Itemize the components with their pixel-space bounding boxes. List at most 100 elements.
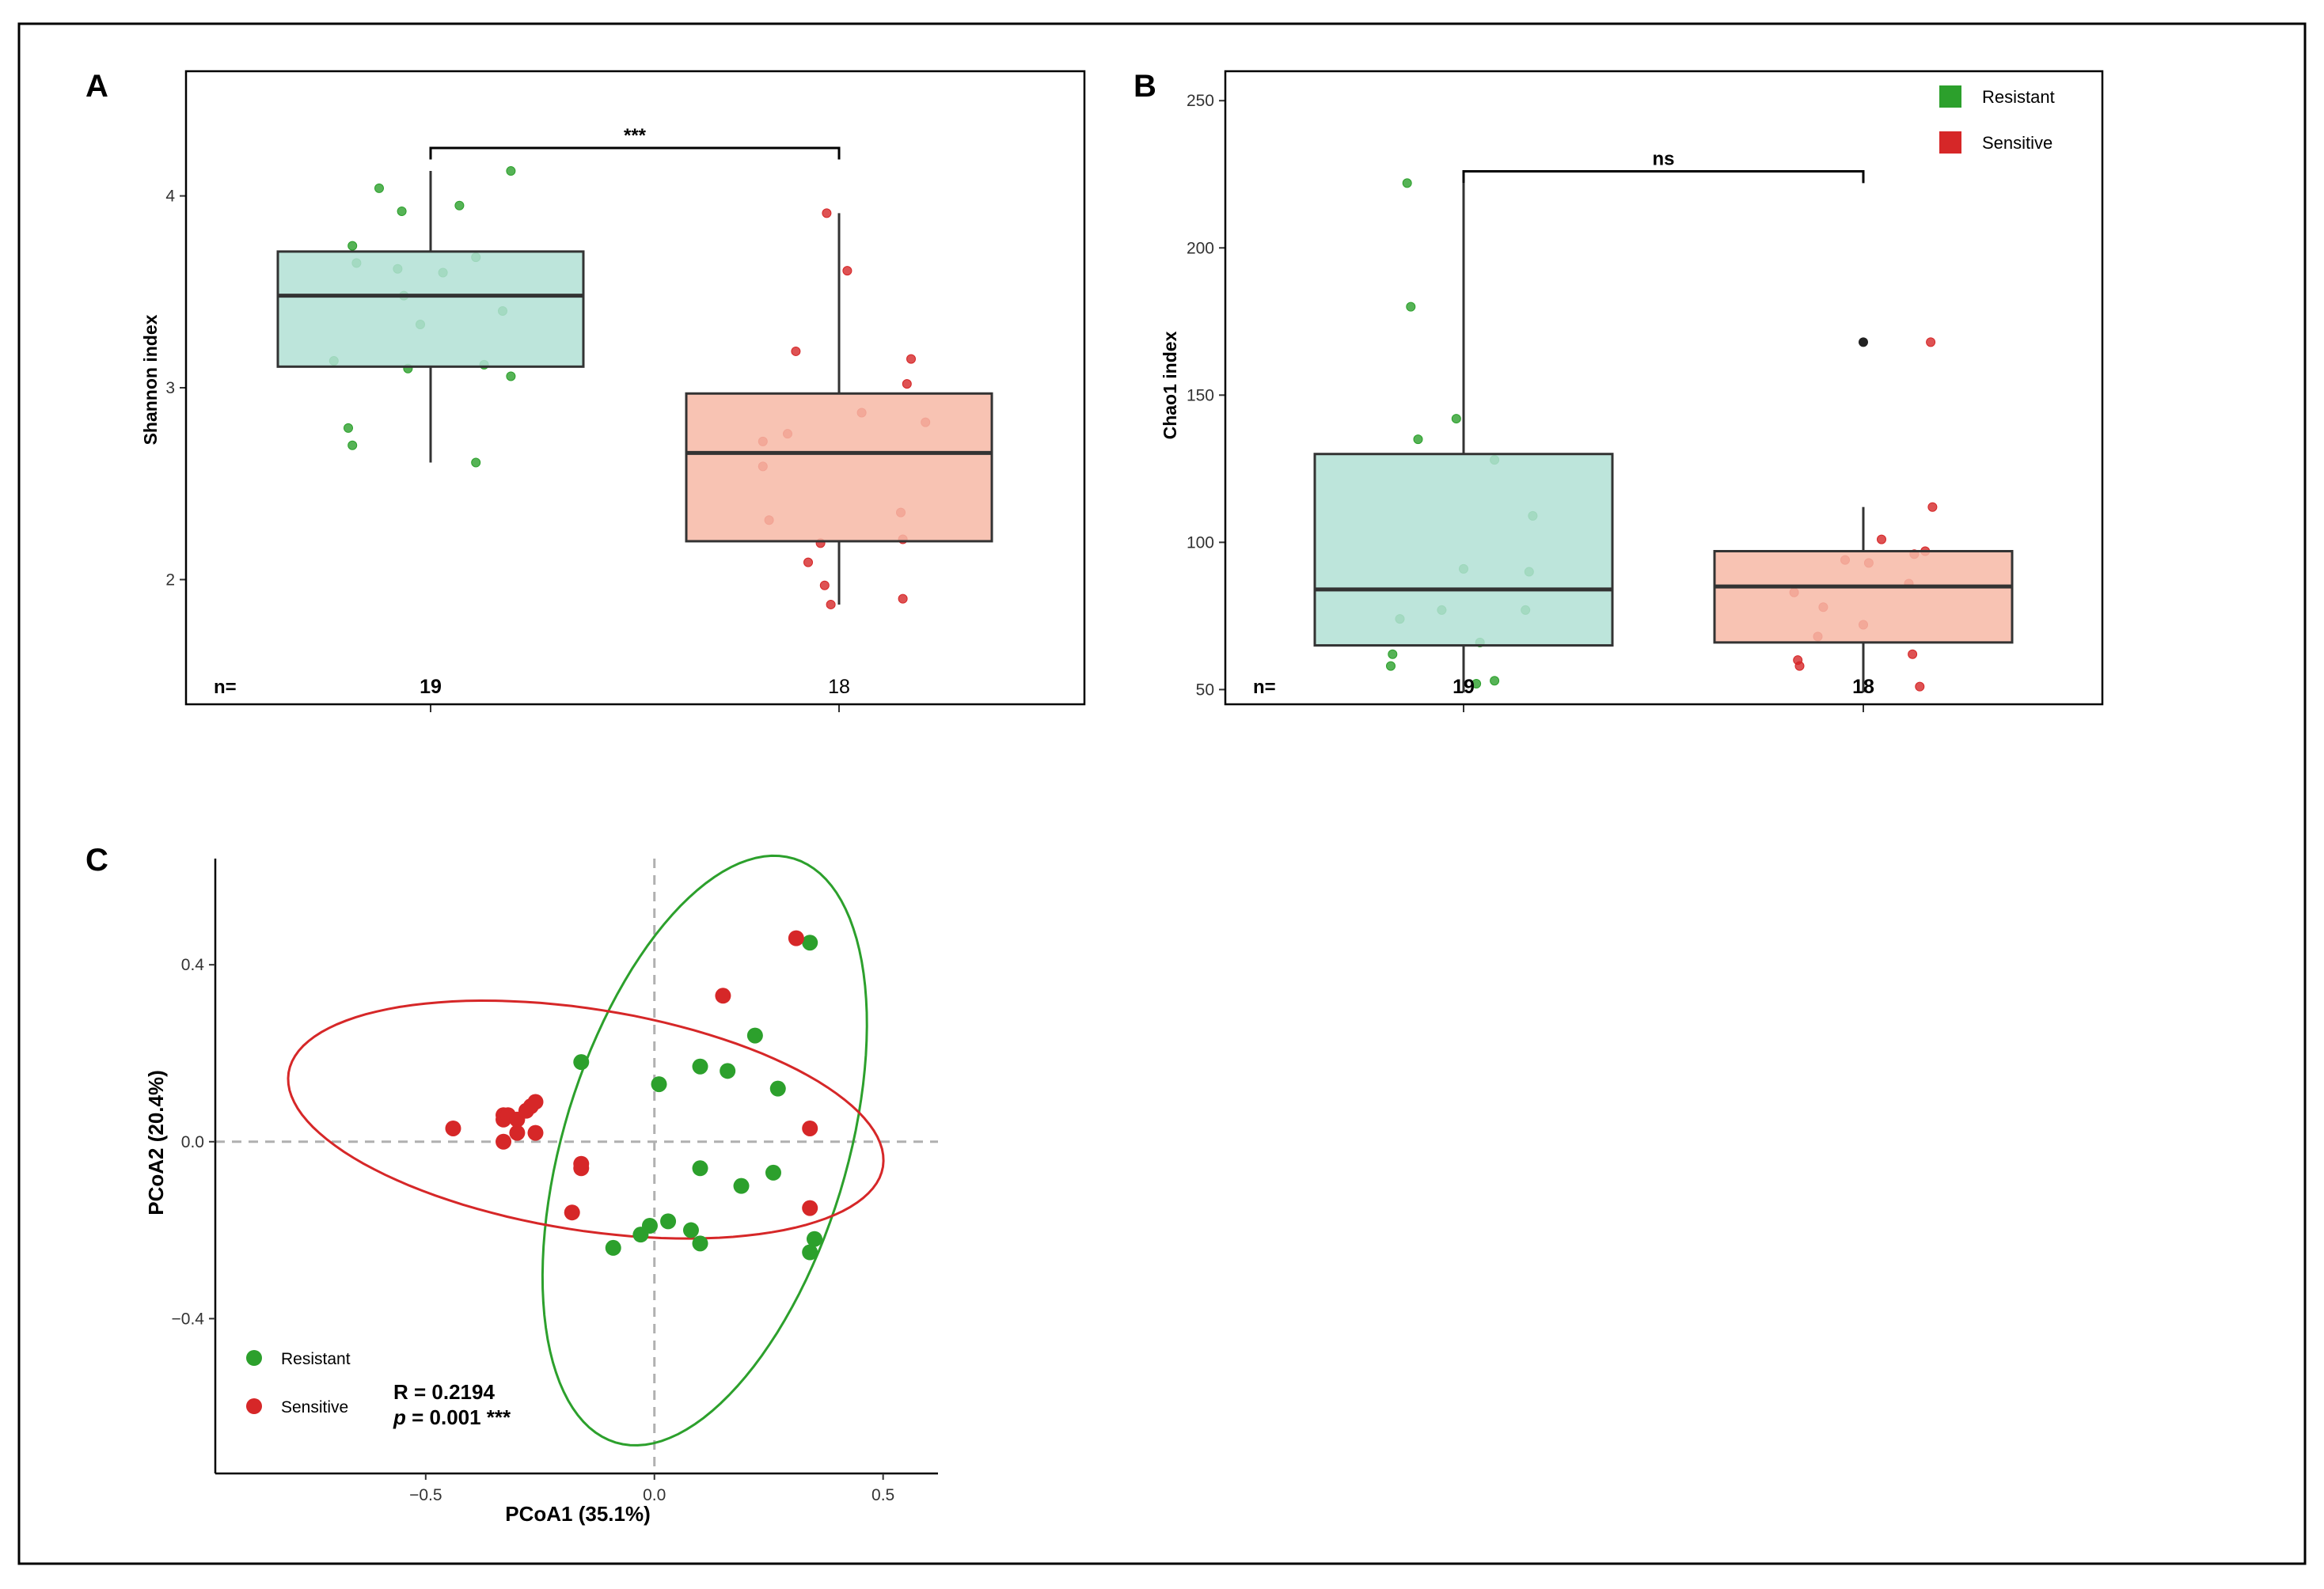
data-point-resistant [1490, 676, 1500, 686]
data-point-resistant [746, 1027, 763, 1044]
data-point-sensitive [1927, 502, 1938, 512]
data-point-resistant [347, 440, 358, 450]
data-point-resistant [454, 200, 465, 210]
panel-b-legend: Resistant Sensitive [1939, 85, 2055, 154]
data-point-sensitive [822, 208, 832, 218]
legend-resistant-swatch [1939, 85, 1961, 108]
stats-p-symbol: p [393, 1405, 406, 1429]
y-tick-label: 4 [165, 188, 175, 206]
data-point-resistant [573, 1054, 590, 1071]
significance-bracket [429, 146, 841, 160]
data-point-resistant [1471, 678, 1482, 688]
legend-resistant-dot [246, 1350, 262, 1366]
data-point-resistant [692, 1160, 708, 1177]
panel-a: A Shannon index n= *** 2 3 4 19 18 [85, 69, 1086, 712]
data-point-resistant [347, 241, 358, 251]
outlier-point [1859, 337, 1868, 347]
confidence-ellipse-sensitive [287, 999, 885, 1240]
panel-b-label: B [1134, 69, 1156, 104]
data-point-sensitive [826, 599, 836, 609]
data-point-resistant [720, 1063, 736, 1079]
data-point-resistant [397, 206, 407, 216]
data-point-sensitive [1908, 649, 1918, 659]
y-tick-label: −0.4 [172, 1310, 205, 1328]
data-point-resistant [605, 1239, 621, 1256]
data-point-sensitive [1794, 661, 1805, 671]
data-point-sensitive [842, 266, 853, 276]
data-point-resistant [471, 457, 481, 468]
data-point-sensitive [906, 354, 916, 364]
panel-a-label: A [85, 69, 108, 104]
legend-sensitive-label: Sensitive [281, 1398, 348, 1416]
data-point-resistant [733, 1178, 750, 1194]
y-tick-label: 50 [1196, 681, 1214, 699]
significance-bracket [1462, 170, 1865, 184]
y-tick-label: 0.0 [181, 1133, 204, 1151]
data-point-sensitive [715, 988, 731, 1004]
panel-b-n-label: n= [1253, 677, 1276, 698]
n-count-sensitive: 18 [1852, 676, 1874, 698]
data-point-sensitive [802, 1200, 818, 1216]
panel-c: C PCoA2 (20.4%) PCoA1 (35.1%) −0.4 0.0 0.4… [85, 843, 938, 1526]
x-tick-label: 0.0 [643, 1486, 666, 1504]
legend-resistant-label: Resistant [1982, 87, 2055, 107]
y-tick-label: 0.4 [181, 956, 205, 974]
data-point-sensitive [802, 1120, 818, 1136]
data-point-resistant [1388, 649, 1398, 659]
panel-b-plot-border [1224, 70, 2104, 706]
data-point-sensitive [1926, 337, 1936, 347]
stats-r-value: R = 0.2194 [393, 1380, 495, 1404]
panel-c-x-axis-title: PCoA1 (35.1%) [505, 1502, 651, 1526]
data-point-resistant [769, 1080, 786, 1097]
panel-c-legend: Resistant Sensitive [246, 1350, 351, 1416]
data-point-sensitive [898, 594, 908, 604]
data-point-sensitive [819, 580, 830, 590]
data-point-resistant [802, 1244, 818, 1261]
data-point-resistant [1402, 178, 1412, 188]
data-point-resistant [806, 1231, 822, 1247]
data-point-sensitive [573, 1160, 590, 1177]
data-point-resistant [682, 1222, 699, 1238]
data-point-sensitive [1915, 681, 1925, 692]
panel-c-y-axis-title: PCoA2 (20.4%) [144, 1070, 168, 1215]
y-tick-label: 200 [1187, 239, 1214, 257]
n-count-sensitive: 18 [828, 676, 850, 698]
data-point-sensitive [564, 1204, 580, 1221]
legend-sensitive-label: Sensitive [1982, 133, 2052, 153]
y-tick-label: 100 [1187, 533, 1214, 552]
panel-c-label: C [85, 843, 108, 878]
data-point-resistant [765, 1164, 781, 1181]
y-tick-label: 250 [1187, 92, 1214, 110]
data-point-resistant [692, 1235, 708, 1252]
significance-label: ns [1652, 149, 1674, 170]
stats-p-value: p = 0.001 *** [393, 1405, 511, 1429]
data-point-sensitive [902, 379, 912, 389]
y-tick-label: 150 [1187, 386, 1214, 404]
data-point-resistant [692, 1058, 708, 1075]
panel-b-y-axis-title: Chao1 index [1160, 331, 1180, 439]
panel-a-plot-border [184, 70, 1086, 706]
data-point-resistant [506, 371, 516, 381]
n-count-resistant: 19 [420, 676, 442, 698]
stats-p-text: = 0.001 *** [406, 1405, 511, 1429]
data-point-sensitive [788, 930, 804, 946]
data-point-resistant [506, 166, 516, 176]
box-resistant [1313, 453, 1614, 647]
data-point-sensitive [445, 1120, 461, 1136]
data-point-resistant [802, 935, 818, 951]
data-point-resistant [1413, 434, 1423, 445]
n-count-resistant: 19 [1452, 676, 1475, 698]
data-point-sensitive [509, 1124, 526, 1141]
panel-a-n-label: n= [214, 677, 237, 698]
data-point-sensitive [527, 1094, 544, 1110]
data-point-resistant [660, 1213, 677, 1230]
data-point-resistant [374, 183, 384, 193]
legend-sensitive-swatch [1939, 131, 1961, 154]
data-point-resistant [1451, 414, 1461, 424]
data-point-sensitive [791, 346, 801, 356]
x-tick-label: 0.5 [872, 1486, 894, 1504]
data-point-resistant [632, 1227, 649, 1243]
significance-label: *** [624, 125, 647, 146]
